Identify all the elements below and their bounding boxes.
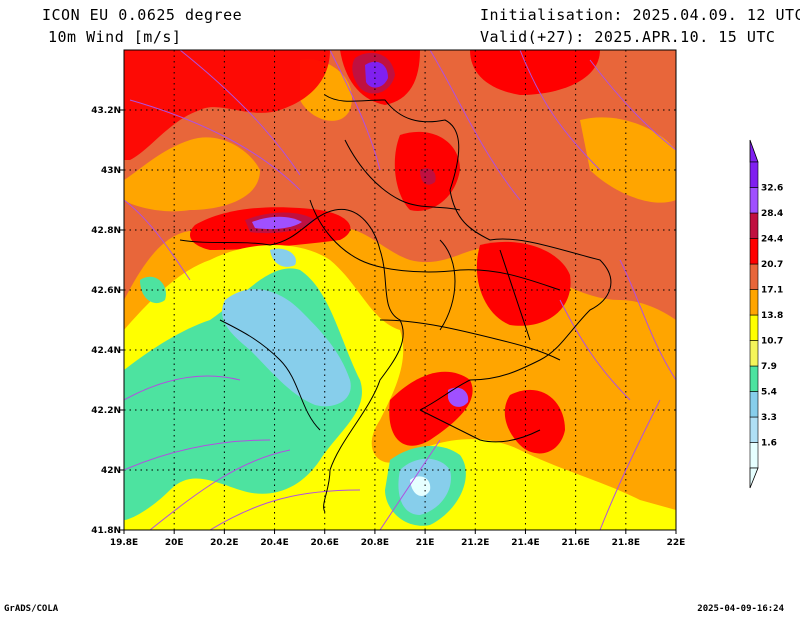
admin-border: [439, 239, 456, 331]
lon-tick-label: 20.6E: [311, 538, 339, 548]
colorbar-label: 13.8: [761, 311, 783, 321]
streamline: [149, 449, 291, 530]
streamline: [179, 50, 301, 176]
colorbar-segment: [749, 187, 759, 214]
streamline: [124, 199, 191, 281]
colorbar-label: 24.4: [761, 235, 783, 245]
lon-tick-label: 21.8E: [612, 538, 640, 548]
colorbar-label: 5.4: [761, 388, 777, 398]
streamline: [124, 439, 271, 471]
admin-border: [219, 319, 321, 431]
colorbar-label: 3.3: [761, 413, 777, 423]
lon-tick-label: 21.4E: [511, 538, 539, 548]
streamline: [599, 399, 661, 530]
colorbar-segment: [749, 263, 759, 290]
colorbar-label: 10.7: [761, 337, 783, 347]
colorbar-label: 7.9: [761, 362, 777, 372]
lat-tick-label: 42.2N: [91, 406, 121, 416]
wind-zone-red-nw: [124, 50, 330, 160]
variable-title: 10m Wind [m/s]: [48, 28, 182, 46]
colorbar-segment: [749, 289, 759, 316]
colorbar-segment: [749, 340, 759, 367]
lon-tick-label: 19.8E: [110, 538, 138, 548]
streamline: [209, 489, 361, 530]
lat-axis: 41.8N 42N 42.2N 42.4N 42.6N 42.8N 43N 43.2N: [91, 106, 124, 536]
admin-border: [419, 409, 541, 443]
colorbar-label: 28.4: [761, 209, 783, 219]
streamline: [129, 99, 301, 191]
wind-zone-orange-nw: [124, 137, 260, 212]
init-time: Initialisation: 2025.04.09. 12 UTC: [480, 6, 800, 24]
wind-zone-red-east: [476, 241, 571, 326]
lon-tick-label: 20E: [165, 538, 184, 548]
colorbar: 1.6 3.3 5.4 7.9 10.7 13.8 17.1 20.7 24.4 28.4 32.6: [749, 139, 783, 489]
grid-lines: [124, 50, 676, 530]
lat-tick-label: 42.6N: [91, 286, 121, 296]
colorbar-segment: [749, 161, 759, 188]
colorbar-label: 17.1: [761, 286, 783, 296]
lat-tick-label: 41.8N: [91, 526, 121, 536]
wind-zone-crimson-c: [420, 168, 436, 185]
lat-tick-label: 42N: [101, 466, 121, 476]
lon-tick-label: 21.6E: [561, 538, 589, 548]
colorbar-segment: [749, 391, 759, 418]
lat-tick-label: 43.2N: [91, 106, 121, 116]
wind-zone-red-se: [504, 389, 565, 454]
admin-border: [344, 139, 461, 211]
country-border: [324, 94, 612, 411]
lon-tick-label: 20.4E: [260, 538, 288, 548]
streamline: [379, 439, 441, 530]
lon-tick-label: 20.8E: [361, 538, 389, 548]
lat-tick-label: 42.4N: [91, 346, 121, 356]
streamline: [124, 375, 241, 401]
model-title: ICON EU 0.0625 degree: [42, 6, 243, 24]
lon-tick-label: 21E: [416, 538, 435, 548]
colorbar-segment: [749, 416, 759, 443]
country-border: [179, 208, 404, 513]
colorbar-label: 32.6: [761, 184, 783, 194]
lat-tick-label: 43N: [101, 166, 121, 176]
colorbar-top-arrow: [749, 139, 759, 163]
colorbar-label: 20.7: [761, 260, 783, 270]
wind-zone-purple-n: [365, 61, 388, 88]
streamlines: [124, 50, 676, 530]
wind-zone-lightblue-n: [270, 248, 296, 267]
wind-zone-lightblue: [222, 289, 351, 407]
footer-left: GrADS/COLA: [4, 604, 59, 614]
wind-zone-red-n2: [470, 50, 600, 95]
wind-zone-violet: [252, 216, 302, 230]
lon-tick-label: 22E: [667, 538, 686, 548]
lat-tick-label: 42.8N: [91, 226, 121, 236]
colorbar-segment: [749, 238, 759, 265]
streamline: [589, 59, 676, 151]
colorbar-label: 1.6: [761, 439, 777, 449]
lon-tick-label: 21.2E: [461, 538, 489, 548]
colorbar-segment: [749, 314, 759, 341]
streamline: [429, 50, 521, 201]
streamline: [329, 50, 381, 171]
wind-zone-orange-ne: [580, 117, 676, 203]
admin-border: [309, 199, 561, 291]
colorbar-segment: [749, 212, 759, 239]
lon-tick-label: 20.2E: [210, 538, 238, 548]
colorbar-bottom-arrow: [749, 467, 759, 489]
streamline: [559, 299, 631, 401]
admin-border: [499, 249, 531, 341]
lon-axis: 19.8E 20E 20.2E 20.4E 20.6E 20.8E 21E 21.2E 21.4…: [110, 530, 686, 548]
streamline: [519, 50, 601, 171]
borders: [179, 94, 612, 513]
streamline: [619, 259, 676, 381]
footer-right: 2025-04-09-16:24: [697, 604, 784, 614]
wind-zone-violet-s: [448, 387, 469, 407]
colorbar-segment: [749, 442, 759, 469]
admin-border: [379, 319, 561, 361]
valid-time: Valid(+27): 2025.APR.10. 15 UTC: [480, 28, 776, 46]
colorbar-segment: [749, 365, 759, 392]
